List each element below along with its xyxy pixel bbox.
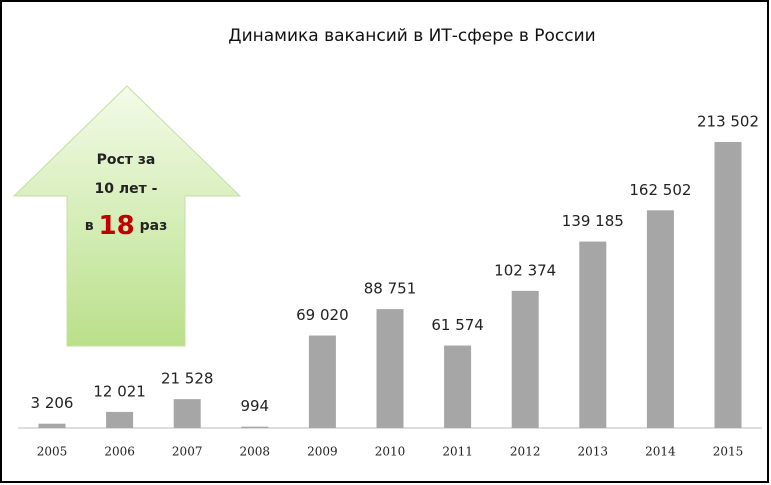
value-label: 102 374 — [494, 261, 556, 279]
bar — [376, 309, 404, 428]
x-tick-label: 2009 — [307, 445, 338, 459]
x-tick-label: 2006 — [104, 445, 135, 459]
bar — [173, 399, 201, 428]
bar — [106, 411, 134, 428]
x-tick-label: 2015 — [713, 445, 744, 459]
annotation-line: Рост за — [97, 152, 156, 168]
value-label: 162 502 — [629, 181, 691, 199]
value-label: 213 502 — [697, 113, 759, 131]
bar — [646, 210, 674, 428]
bar — [241, 426, 269, 428]
x-tick-label: 2005 — [37, 445, 68, 459]
value-label: 61 574 — [431, 316, 484, 334]
chart-title: Динамика вакансий в ИТ-сфере в России — [228, 26, 595, 46]
value-label: 21 528 — [161, 370, 214, 388]
x-tick-label: 2014 — [645, 445, 676, 459]
bar — [511, 290, 539, 428]
x-tick-label: 2008 — [240, 445, 271, 459]
annotation-text: в — [85, 218, 94, 234]
value-label: 994 — [240, 397, 269, 415]
annotation-line: 10 лет - — [95, 181, 158, 197]
annotation-text: раз — [140, 218, 168, 234]
value-label: 88 751 — [364, 280, 417, 298]
annotation-line: в 18 раз — [85, 211, 167, 241]
value-label: 12 021 — [93, 382, 146, 400]
bar — [308, 335, 336, 428]
growth-arrow — [12, 85, 242, 347]
x-tick-label: 2010 — [375, 445, 406, 459]
bar — [579, 241, 607, 428]
value-label: 139 185 — [562, 212, 624, 230]
x-tick-label: 2011 — [442, 445, 473, 459]
bar — [444, 345, 472, 428]
x-tick-label: 2007 — [172, 445, 203, 459]
x-tick-label: 2013 — [578, 445, 609, 459]
bar — [714, 142, 742, 428]
annotation-number: 18 — [99, 211, 135, 241]
x-tick-label: 2012 — [510, 445, 541, 459]
value-label: 69 020 — [296, 306, 349, 324]
bar — [38, 423, 66, 428]
value-label: 3 206 — [31, 394, 74, 412]
